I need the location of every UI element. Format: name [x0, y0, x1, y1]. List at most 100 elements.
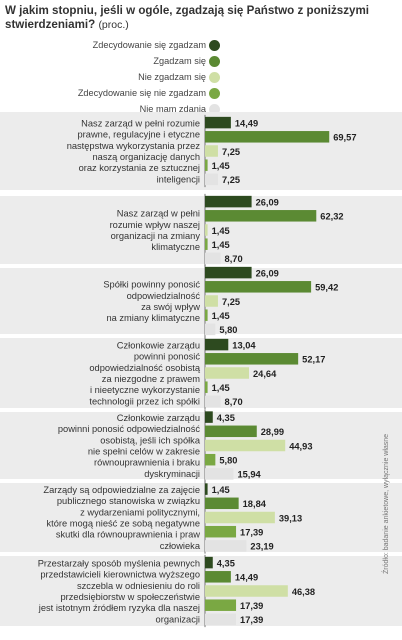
question-label-line: klimatyczne	[151, 242, 200, 252]
bar	[205, 525, 237, 538]
question-label-line: za niezgodne z prawem	[102, 374, 200, 384]
data-label: 15,94	[237, 470, 261, 480]
question-panel	[0, 483, 402, 552]
question-label-line: równouprawnienia i braku	[94, 458, 200, 468]
data-label: 59,42	[315, 283, 338, 293]
data-label: 62,32	[320, 212, 343, 222]
question-label-line: powinni ponosić odpowiedzialność	[58, 424, 200, 434]
bar	[205, 195, 252, 208]
question-label-line: Przestarzały sposób myślenia pewnych	[38, 558, 200, 568]
bar	[205, 453, 216, 466]
question-label-line: odpowiedzialność osobistą	[89, 363, 200, 373]
question-label-line: Członkowie zarządu	[117, 340, 200, 350]
data-label: 7,25	[222, 175, 240, 185]
legend-label: Nie mam zdania	[139, 104, 206, 114]
question-label-line: osobistą, jeśli ich spółka	[100, 435, 201, 445]
legend-swatch-strongly-agree	[209, 40, 220, 51]
question-label-line: oraz korzystania ze sztucznej	[79, 163, 200, 173]
question-panel	[0, 556, 402, 626]
data-label: 26,09	[256, 197, 279, 207]
legend-label: Nie zgadzam się	[138, 72, 206, 82]
question-label-line: prawne, regulacyjne i etyczne	[78, 130, 200, 140]
bar	[205, 381, 208, 393]
data-label: 1,45	[212, 161, 230, 171]
data-label: 18,84	[243, 499, 267, 509]
question-label-line: powinni ponosić	[134, 352, 201, 362]
bar	[205, 599, 237, 611]
data-label: 7,25	[222, 147, 240, 157]
bar	[205, 281, 312, 293]
source-note: Źródło: badanie ankietowe, wyłącznie wła…	[383, 433, 390, 574]
bar	[205, 367, 249, 379]
data-label: 7,25	[222, 297, 240, 307]
question-label-line: organizacji na zmiany	[111, 231, 201, 241]
question-label-line: za swój wpływ	[141, 302, 200, 312]
data-label: 5,80	[219, 455, 237, 465]
question-group: Nasz zarząd w pełni rozumie prawne, regul…	[0, 112, 402, 190]
question-label-line: dyskryminacji	[144, 469, 200, 479]
bar	[205, 309, 208, 321]
question-label-line: nie spełni celów w zakresie	[88, 447, 200, 457]
legend-swatch-agree	[209, 56, 220, 67]
question-label-line: następstwa wykorzystania przez	[67, 141, 201, 151]
data-label: 17,39	[240, 615, 263, 625]
question-label-line: skutki dla równouprawnienia i praw	[56, 530, 200, 540]
data-label: 1,45	[212, 311, 230, 321]
question-group: Członkowie zarządu powinni ponosićodpowie…	[0, 336, 402, 410]
legend-swatch-no-opinion	[209, 104, 220, 115]
chart-title-text: W jakim stopniu, jeśli w ogóle, zgadzają…	[5, 4, 369, 31]
legend-label: Zdecydowanie się zgadzam	[92, 40, 206, 50]
data-label: 1,45	[212, 383, 230, 393]
bar	[205, 145, 218, 157]
legend-swatch-disagree	[209, 72, 220, 83]
bar	[205, 571, 231, 583]
question-label-line: inteligencji	[157, 174, 200, 184]
bar	[205, 425, 257, 438]
question-label-line: Członkowie zarządu	[117, 413, 200, 423]
bar	[205, 395, 221, 408]
bar	[205, 468, 234, 480]
bar	[205, 411, 213, 423]
bar	[205, 585, 288, 597]
legend-label: Zdecydowanie się nie zgadzam	[77, 88, 206, 98]
data-label: 52,17	[302, 355, 325, 365]
bar	[205, 238, 208, 250]
bar	[205, 540, 247, 552]
question-panel	[0, 196, 402, 264]
bar	[205, 556, 213, 569]
data-label: 4,35	[217, 413, 235, 423]
question-label-line: organizacji	[156, 614, 200, 624]
bar	[205, 159, 208, 171]
question-label-line: Nasz zarząd w pełni	[117, 209, 200, 219]
question-label-line: odpowiedzialność	[127, 291, 201, 301]
question-label-line: z wydarzeniami politycznymi,	[80, 507, 200, 517]
question-group: Zarządy są odpowiedzialne za zajęciepubl…	[0, 481, 402, 554]
data-label: 39,13	[279, 513, 302, 523]
data-label: 5,80	[219, 325, 237, 335]
data-label: 69,57	[333, 133, 356, 143]
question-label-line: Nasz zarząd w pełni rozumie	[81, 118, 200, 128]
data-label: 24,64	[253, 369, 277, 379]
data-label: 17,39	[240, 601, 263, 611]
bar	[205, 224, 208, 236]
unit-note: (proc.)	[98, 19, 129, 31]
bar	[205, 497, 239, 510]
question-panel	[0, 268, 402, 334]
question-group: Spółki powinny ponosićodpowiedzialnośćza…	[0, 264, 402, 338]
question-label-line: przedsiębiorstw w społeczeństwie	[60, 592, 200, 602]
question-label-line: które mogą nieść ze sobą negatywne	[47, 519, 201, 529]
legend-swatch-strongly-disagree	[209, 88, 220, 99]
data-label: 46,38	[292, 587, 315, 597]
data-label: 8,70	[225, 397, 243, 407]
question-label-line: naszą organizację danych	[93, 152, 201, 162]
question-label-line: Zarządy są odpowiedzialne za zajęcie	[43, 485, 200, 495]
question-label-line: i nieetyczne wykorzystanie	[90, 385, 200, 395]
data-label: 14,49	[235, 118, 258, 128]
data-label: 8,70	[225, 254, 243, 264]
data-label: 26,09	[256, 268, 279, 278]
bar	[205, 252, 221, 265]
data-label: 28,99	[261, 427, 284, 437]
